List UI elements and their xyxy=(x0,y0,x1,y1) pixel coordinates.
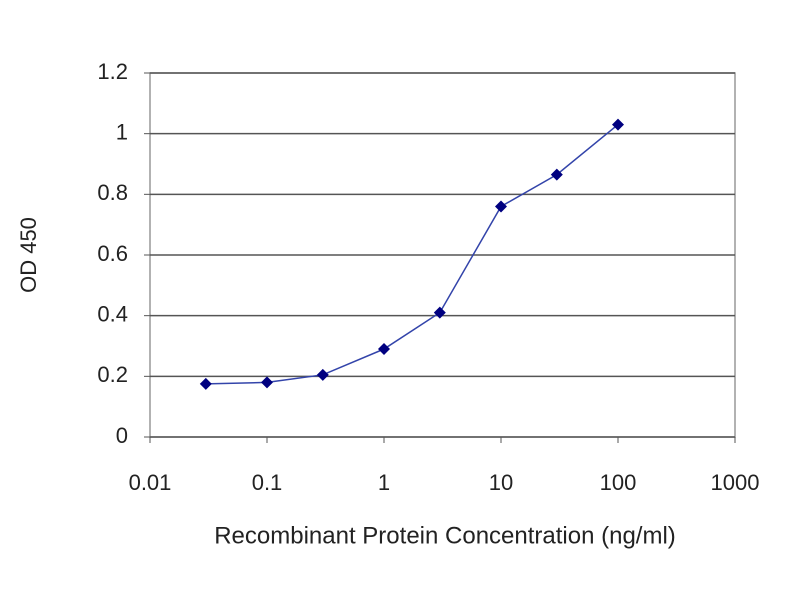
x-tick-label: 1000 xyxy=(711,470,760,495)
data-point xyxy=(199,377,212,390)
x-tick-label: 10 xyxy=(489,470,513,495)
x-tick-label: 0.01 xyxy=(129,470,172,495)
y-tick-label: 1.2 xyxy=(97,59,128,84)
y-tick-label: 0.8 xyxy=(97,180,128,205)
data-point xyxy=(612,118,624,131)
data-point xyxy=(433,306,446,319)
y-tick-label: 0.6 xyxy=(97,241,128,266)
y-tick-label: 0.2 xyxy=(97,362,128,387)
series-line xyxy=(205,123,619,385)
data-point xyxy=(550,168,563,181)
x-axis-label: Recombinant Protein Concentration (ng/ml… xyxy=(214,522,676,549)
data-point xyxy=(316,368,329,381)
data-point xyxy=(378,343,390,356)
y-tick-label: 0 xyxy=(116,423,128,448)
y-axis-label: OD 450 xyxy=(16,217,41,293)
x-tick-label: 0.1 xyxy=(252,470,283,495)
y-tick-label: 1 xyxy=(116,119,128,144)
x-tick-label: 1 xyxy=(378,470,390,495)
data-point xyxy=(495,200,507,213)
x-tick-label: 100 xyxy=(600,470,637,495)
y-tick-label: 0.4 xyxy=(97,301,128,326)
data-point xyxy=(261,376,273,389)
